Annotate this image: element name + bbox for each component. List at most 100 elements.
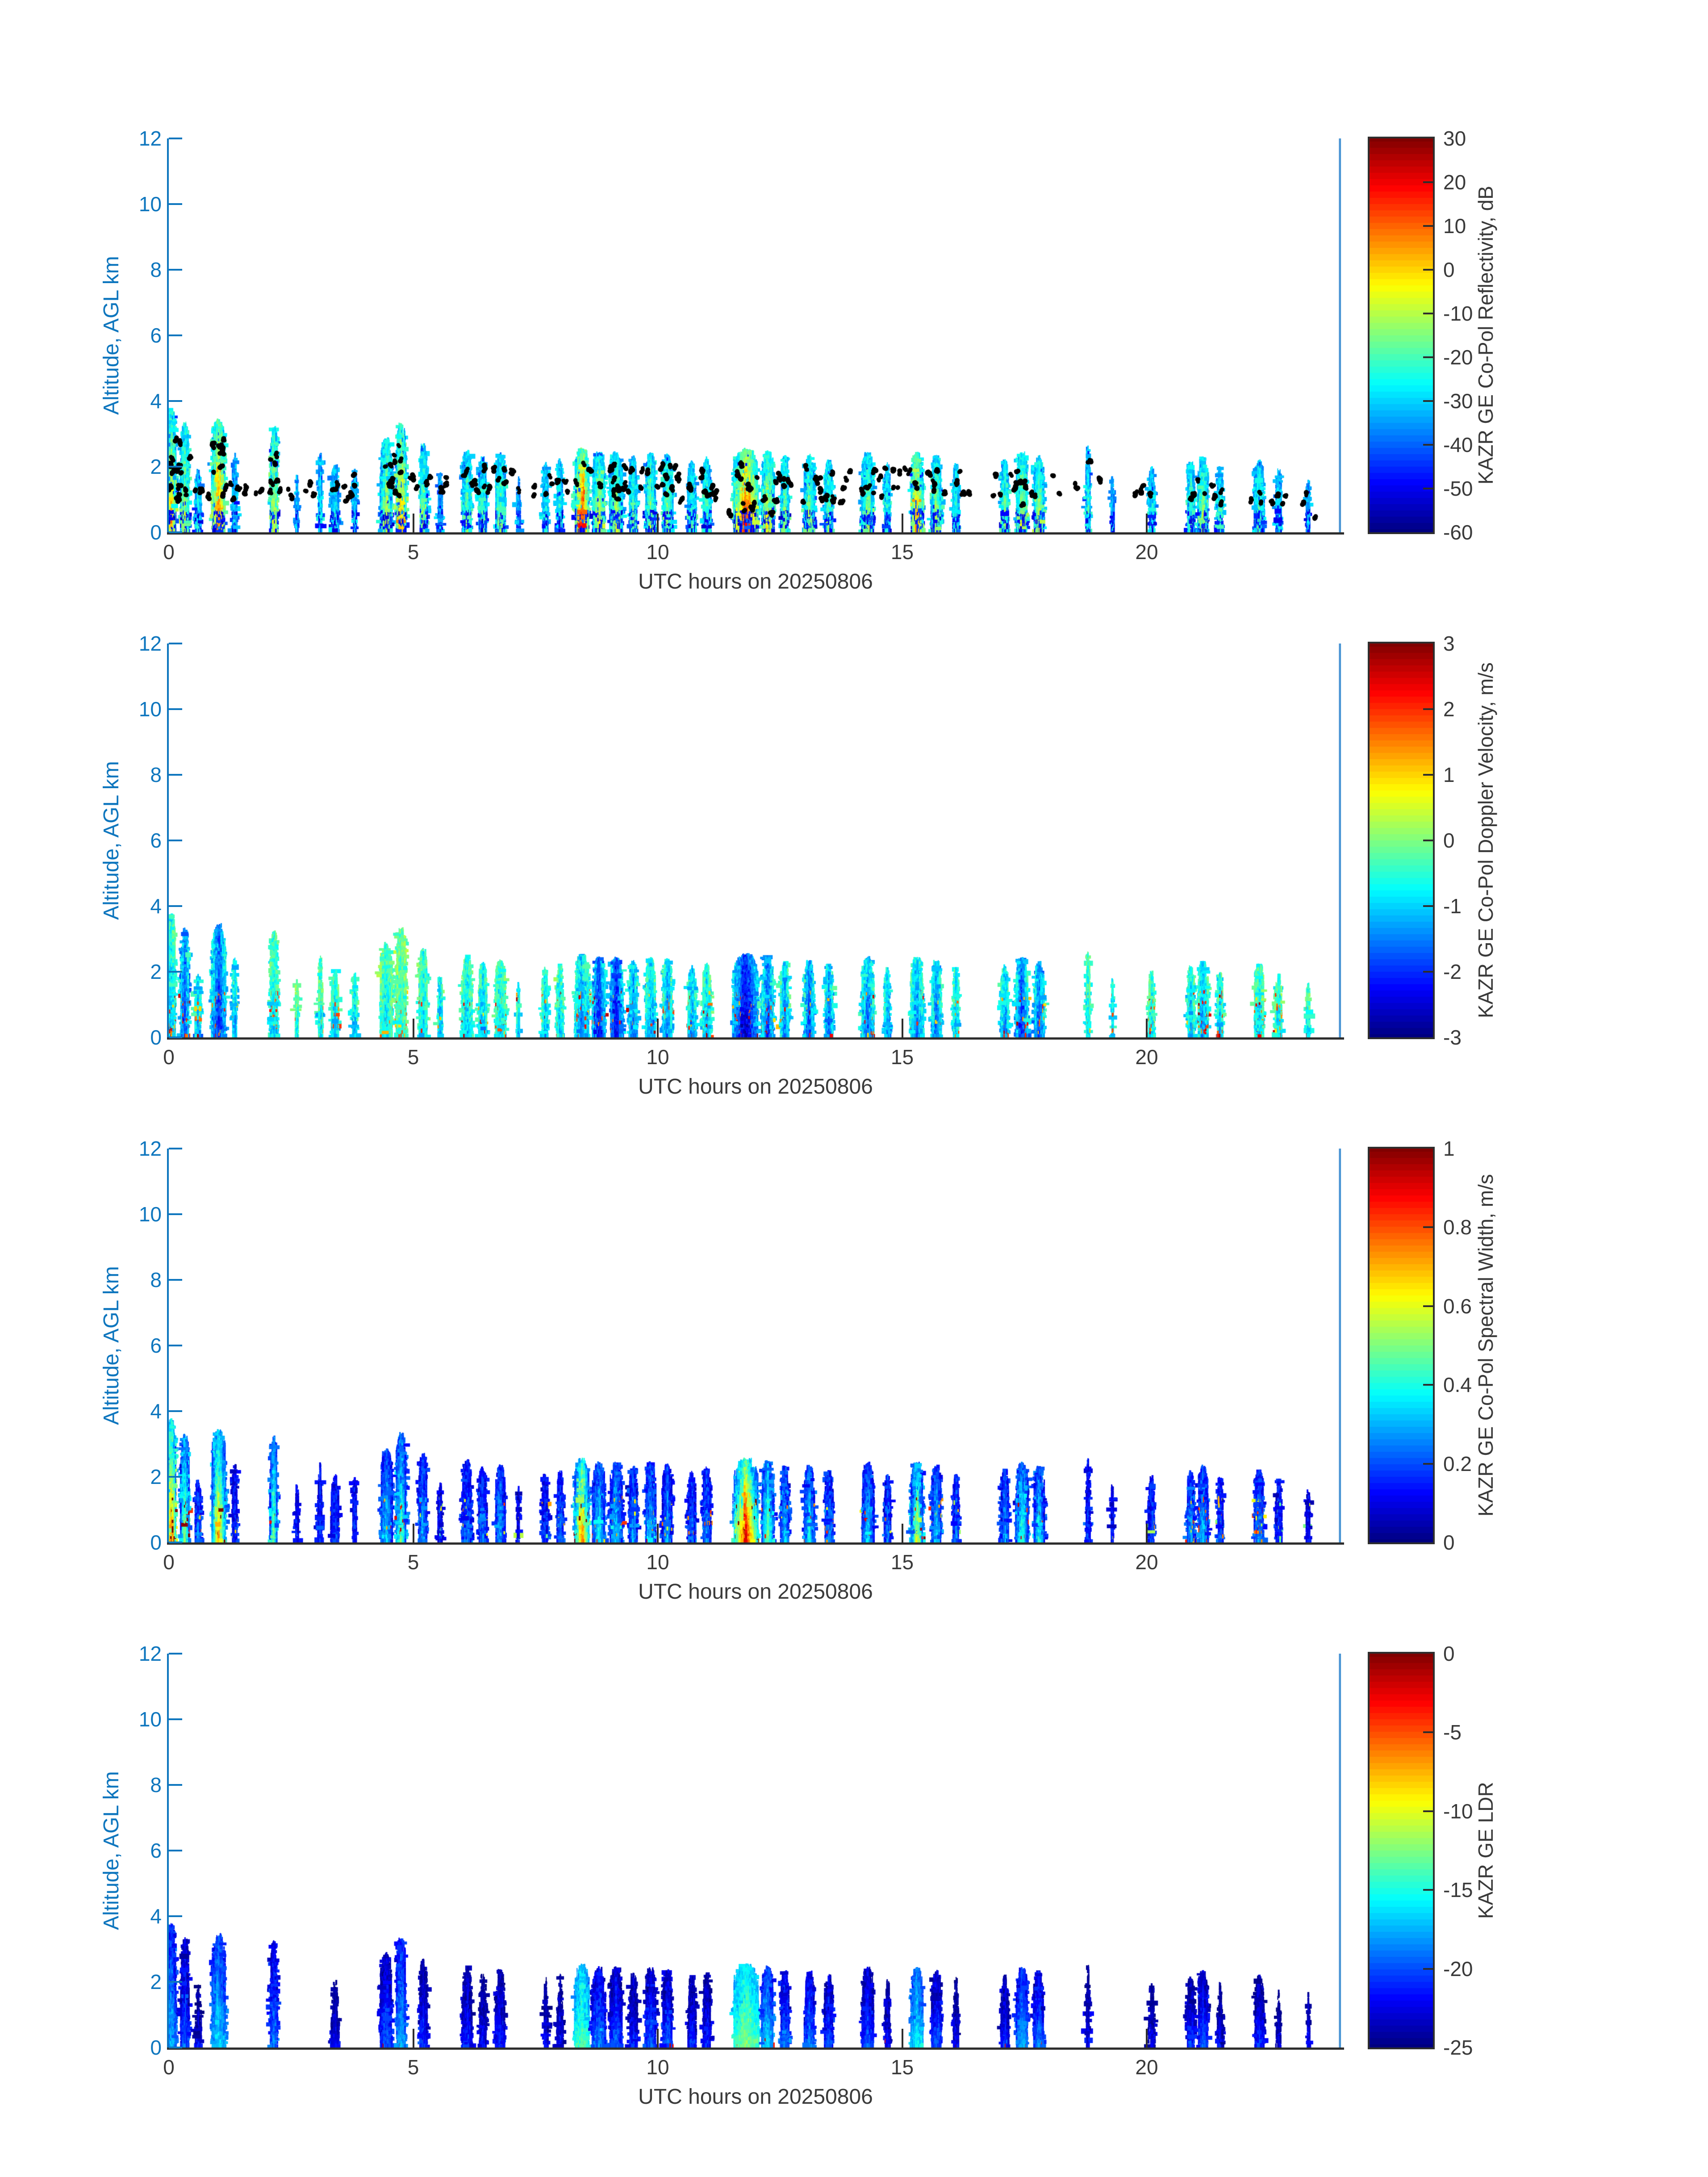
x-tick-20 xyxy=(1146,514,1148,532)
y-tick-label-4: 4 xyxy=(150,1400,162,1423)
y-tick-10 xyxy=(169,1718,182,1720)
y-axis-spine xyxy=(167,1149,169,1542)
y-tick-8 xyxy=(169,269,182,271)
colorbar-tick--10 xyxy=(1423,313,1433,314)
y-tick-label-0: 0 xyxy=(150,521,162,544)
y-tick-label-0: 0 xyxy=(150,1531,162,1554)
colorbar-tick-label--25: -25 xyxy=(1443,2036,1473,2059)
spectral-width-heatmap-canvas xyxy=(169,1149,1342,1542)
colorbar-tick-label-0: 0 xyxy=(1443,1531,1455,1554)
colorbar-tick-label--15: -15 xyxy=(1443,1878,1473,1902)
x-tick-label-5: 5 xyxy=(407,1550,419,1574)
y-tick-6 xyxy=(169,840,182,841)
colorbar-tick-label-0: 0 xyxy=(1443,1642,1455,1665)
colorbar-title: KAZR GE Co-Pol Spectral Width, m/s xyxy=(1474,1174,1497,1517)
y-tick-label-4: 4 xyxy=(150,389,162,413)
x-tick-label-5: 5 xyxy=(407,540,419,564)
colorbar-tick--10 xyxy=(1423,1810,1433,1812)
y-tick-2 xyxy=(169,971,182,973)
y-tick-label-4: 4 xyxy=(150,894,162,918)
colorbar-tick-20 xyxy=(1423,181,1433,183)
x-axis-spine xyxy=(167,2047,1344,2050)
colorbar-title: KAZR GE LDR xyxy=(1474,1782,1497,1919)
y-tick-label-10: 10 xyxy=(138,698,162,721)
y-tick-2 xyxy=(169,1476,182,1478)
x-tick-15 xyxy=(901,1019,903,1037)
y-tick-label-2: 2 xyxy=(150,455,162,478)
y-tick-label-8: 8 xyxy=(150,1268,162,1291)
y-tick-label-12: 12 xyxy=(138,632,162,655)
x-tick-label-10: 10 xyxy=(646,540,669,564)
colorbar-tick-label--40: -40 xyxy=(1443,433,1473,456)
y-tick-4 xyxy=(169,400,182,402)
x-tick-10 xyxy=(657,2029,659,2047)
colorbar-tick-0.6 xyxy=(1423,1305,1433,1307)
x-tick-label-10: 10 xyxy=(646,1045,669,1069)
y-tick-12 xyxy=(169,1148,182,1149)
colorbar-tick-label--30: -30 xyxy=(1443,389,1473,413)
colorbar-tick--15 xyxy=(1423,1889,1433,1891)
y-tick-label-2: 2 xyxy=(150,1465,162,1488)
y-tick-label-6: 6 xyxy=(150,324,162,347)
y-tick-6 xyxy=(169,334,182,336)
y-tick-12 xyxy=(169,138,182,139)
y-tick-label-8: 8 xyxy=(150,1773,162,1797)
colorbar-tick-label-3: 3 xyxy=(1443,632,1455,655)
x-tick-label-15: 15 xyxy=(890,1045,914,1069)
colorbar-tick--30 xyxy=(1423,400,1433,402)
x-axis-label: UTC hours on 20250806 xyxy=(638,2085,873,2109)
y-tick-label-10: 10 xyxy=(138,192,162,216)
y-tick-label-10: 10 xyxy=(138,1708,162,1731)
colorbar-tick-label--10: -10 xyxy=(1443,302,1473,325)
colorbar-tick-label-0: 0 xyxy=(1443,258,1455,281)
y-tick-0 xyxy=(169,1542,182,1543)
y-tick-0 xyxy=(169,2047,182,2048)
x-tick-5 xyxy=(412,1019,414,1037)
x-tick-10 xyxy=(657,1524,659,1542)
colorbar-tick-label-0: 0 xyxy=(1443,829,1455,852)
y-tick-6 xyxy=(169,1345,182,1346)
colorbar-tick-label--60: -60 xyxy=(1443,521,1473,544)
colorbar-tick-label-10: 10 xyxy=(1443,214,1466,238)
y-tick-label-6: 6 xyxy=(150,829,162,852)
colorbar-tick-label-0.4: 0.4 xyxy=(1443,1373,1472,1397)
colorbar-tick-label--10: -10 xyxy=(1443,1799,1473,1823)
x-axis-spine xyxy=(167,1037,1344,1040)
x-tick-10 xyxy=(657,514,659,532)
colorbar-tick-label--5: -5 xyxy=(1443,1721,1462,1744)
y-axis-spine xyxy=(167,1654,169,2047)
x-tick-label-0: 0 xyxy=(163,540,175,564)
y-tick-4 xyxy=(169,905,182,907)
colorbar-tick-0.4 xyxy=(1423,1384,1433,1386)
colorbar-tick-label-0.8: 0.8 xyxy=(1443,1216,1472,1239)
reflectivity-heatmap-canvas xyxy=(169,138,1342,532)
y-tick-4 xyxy=(169,1915,182,1917)
x-tick-20 xyxy=(1146,2029,1148,2047)
y-tick-0 xyxy=(169,531,182,533)
colorbar-title: KAZR GE Co-Pol Reflectivity, dB xyxy=(1474,186,1497,485)
colorbar-tick-label-1: 1 xyxy=(1443,1137,1455,1160)
x-tick-label-20: 20 xyxy=(1135,2056,1158,2079)
colorbar-tick-0 xyxy=(1423,269,1433,271)
x-tick-label-10: 10 xyxy=(646,1550,669,1574)
colorbar-tick-0 xyxy=(1423,840,1433,841)
colorbar-tick-0.2 xyxy=(1423,1462,1433,1465)
x-tick-label-15: 15 xyxy=(890,2056,914,2079)
ldr-heatmap-canvas xyxy=(169,1654,1342,2047)
x-tick-label-0: 0 xyxy=(163,1045,175,1069)
x-tick-label-10: 10 xyxy=(646,2056,669,2079)
colorbar-tick-label--1: -1 xyxy=(1443,894,1462,918)
colorbar-tick-label-2: 2 xyxy=(1443,698,1455,721)
x-tick-5 xyxy=(412,1524,414,1542)
y-tick-6 xyxy=(169,1850,182,1851)
colorbar-tick--50 xyxy=(1423,488,1433,489)
x-tick-label-5: 5 xyxy=(407,2056,419,2079)
x-tick-5 xyxy=(412,2029,414,2047)
x-tick-label-20: 20 xyxy=(1135,540,1158,564)
y-tick-label-12: 12 xyxy=(138,1642,162,1665)
y-tick-label-6: 6 xyxy=(150,1839,162,1862)
y-tick-label-4: 4 xyxy=(150,1905,162,1928)
y-tick-label-8: 8 xyxy=(150,258,162,281)
x-tick-10 xyxy=(657,1019,659,1037)
